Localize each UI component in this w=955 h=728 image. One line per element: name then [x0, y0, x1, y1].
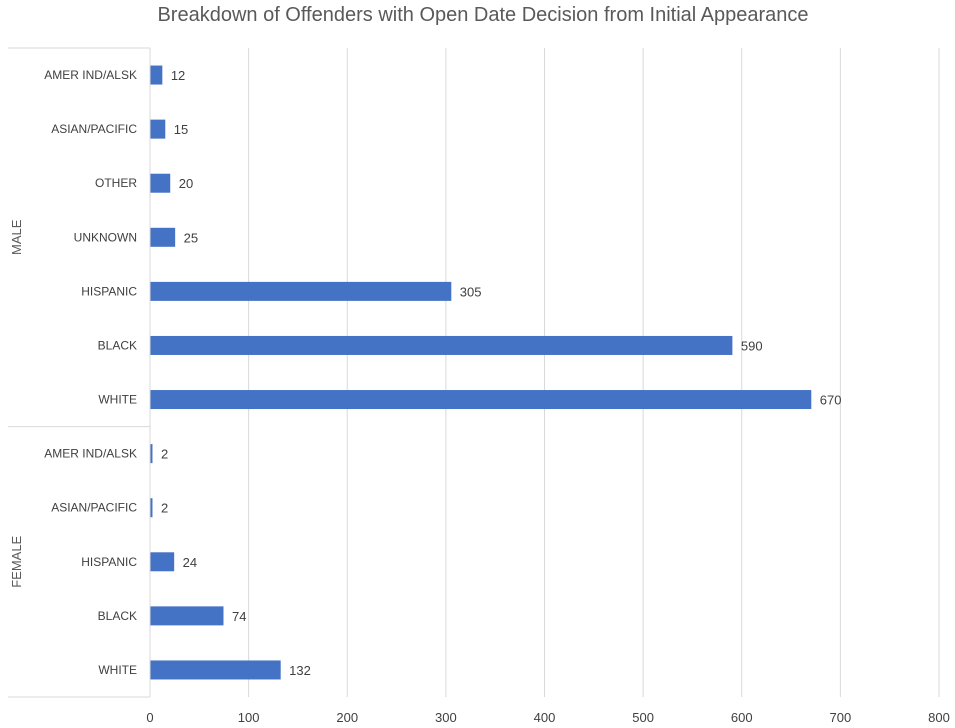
data-label: 12: [171, 68, 185, 83]
category-label: AMER IND/ALSK: [44, 68, 137, 82]
category-label: BLACK: [98, 609, 137, 623]
bar: [150, 65, 163, 85]
x-tick-label: 200: [336, 710, 358, 725]
group-label: MALE: [9, 219, 24, 255]
x-tick-label: 500: [632, 710, 654, 725]
category-label: HISPANIC: [81, 284, 137, 298]
x-tick-label: 400: [534, 710, 556, 725]
bar: [150, 335, 733, 355]
category-label: UNKNOWN: [74, 230, 137, 244]
x-tick-label: 700: [830, 710, 852, 725]
bar: [150, 498, 153, 518]
data-label: 15: [174, 122, 188, 137]
data-label: 74: [232, 609, 246, 624]
data-label: 132: [289, 663, 311, 678]
x-tick-label: 100: [238, 710, 260, 725]
category-label: HISPANIC: [81, 555, 137, 569]
bar: [150, 173, 171, 193]
data-label: 24: [183, 555, 197, 570]
bar: [150, 390, 812, 410]
data-label: 25: [184, 230, 198, 245]
data-label: 2: [161, 447, 168, 462]
bar: [150, 552, 175, 572]
bar: [150, 281, 452, 301]
category-label: ASIAN/PACIFIC: [51, 122, 137, 136]
category-label: OTHER: [95, 176, 137, 190]
x-tick-label: 800: [928, 710, 950, 725]
bar: [150, 444, 153, 464]
category-label: WHITE: [98, 663, 137, 677]
x-tick-label: 300: [435, 710, 457, 725]
data-label: 670: [820, 393, 842, 408]
bar: [150, 660, 281, 680]
bar: [150, 606, 224, 626]
bar: [150, 227, 176, 247]
chart-title: Breakdown of Offenders with Open Date De…: [157, 4, 809, 26]
x-tick-label: 0: [146, 710, 153, 725]
category-label: ASIAN/PACIFIC: [51, 501, 137, 515]
category-label: BLACK: [98, 338, 137, 352]
category-label: WHITE: [98, 393, 137, 407]
data-label: 305: [460, 284, 482, 299]
x-tick-label: 600: [731, 710, 753, 725]
bar: [150, 119, 166, 139]
data-label: 20: [179, 176, 193, 191]
group-label: FEMALE: [9, 535, 24, 587]
data-label: 590: [741, 338, 763, 353]
category-label: AMER IND/ALSK: [44, 447, 137, 461]
data-label: 2: [161, 501, 168, 516]
